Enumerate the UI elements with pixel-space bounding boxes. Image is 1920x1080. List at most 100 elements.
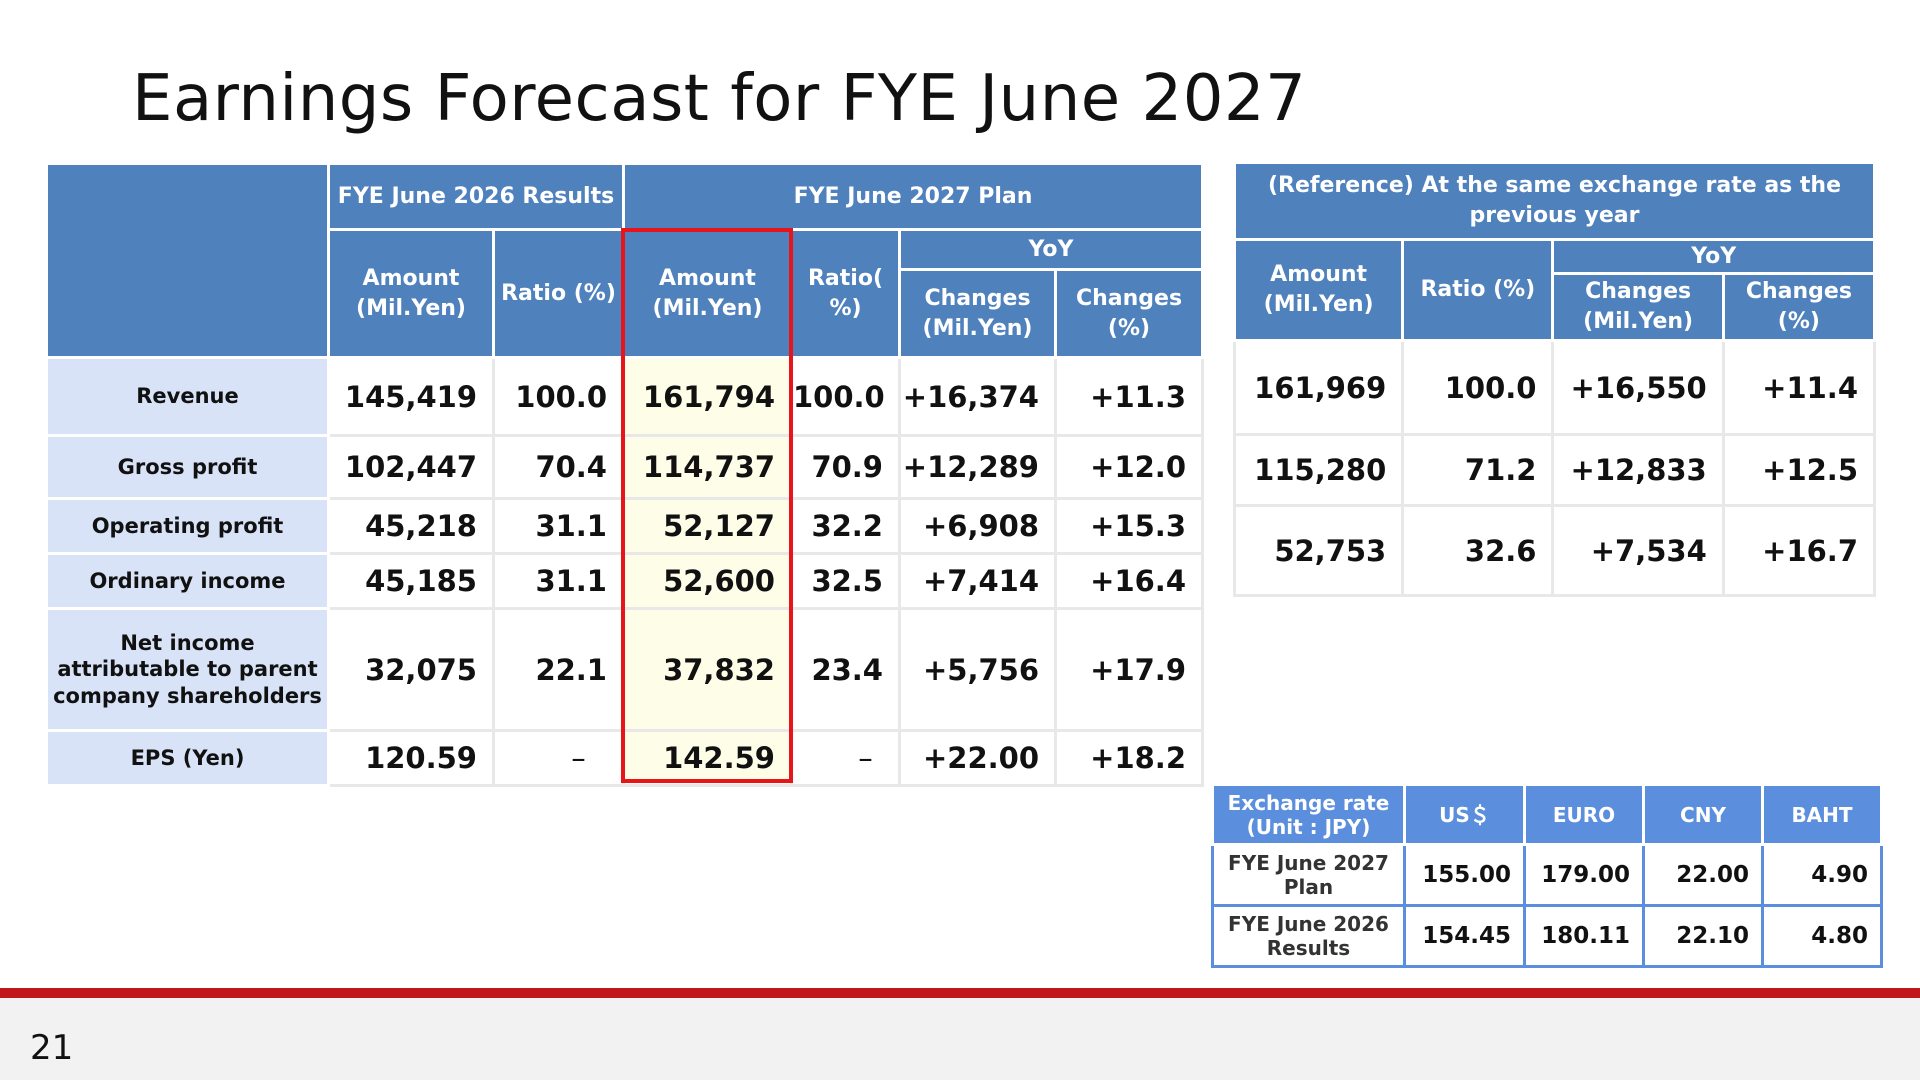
table-row: EPS (Yen) 120.59 – 142.59 – +22.00 +18.2 <box>45 729 1204 787</box>
plan-ratio-cell: 32.5 <box>790 552 901 610</box>
row-label: Revenue <box>45 356 330 437</box>
fx-value-cell: 154.45 <box>1403 904 1526 968</box>
table-row: Gross profit 102,447 70.4 114,737 70.9 +… <box>45 434 1204 500</box>
plan-amount-cell: 52,600 <box>622 552 793 610</box>
table-row: Revenue 145,419 100.0 161,794 100.0 +16,… <box>45 356 1204 437</box>
header-plan-amount: Amount (Mil.Yen) <box>622 228 793 359</box>
fx-currency-header: US＄ <box>1403 783 1526 846</box>
fx-currency-header: BAHT <box>1761 783 1883 846</box>
ref-header-changes-mil: Changes (Mil.Yen) <box>1551 272 1725 342</box>
table-row: FYE June 2026 Results 154.45 180.11 22.1… <box>1211 904 1883 968</box>
fx-currency-header: EURO <box>1523 783 1645 846</box>
reference-header: (Reference) At the same exchange rate as… <box>1233 161 1876 241</box>
changes-pct-cell: +11.3 <box>1054 356 1204 437</box>
results-amount-cell: 120.59 <box>327 729 495 787</box>
ref-header-yoy: YoY <box>1551 238 1876 275</box>
fx-value-cell: 22.10 <box>1642 904 1764 968</box>
fx-currency-header: CNY <box>1642 783 1764 846</box>
ref-changes-mil-cell: +16,550 <box>1551 339 1725 436</box>
results-amount-cell: 45,185 <box>327 552 495 610</box>
reference-exchange-rate-table: (Reference) At the same exchange rate as… <box>1232 161 1877 597</box>
results-amount-cell: 102,447 <box>327 434 495 500</box>
changes-mil-cell: +16,374 <box>898 356 1057 437</box>
fx-value-cell: 155.00 <box>1403 843 1526 907</box>
header-changes-mil: Changes (Mil.Yen) <box>898 268 1057 359</box>
plan-ratio-cell: – <box>790 729 901 787</box>
header-results-2026: FYE June 2026 Results <box>327 162 625 231</box>
row-label: Operating profit <box>45 497 330 555</box>
plan-ratio-cell: 70.9 <box>790 434 901 500</box>
table-row: Ordinary income 45,185 31.1 52,600 32.5 … <box>45 552 1204 610</box>
plan-amount-cell: 37,832 <box>622 607 793 732</box>
header-results-ratio: Ratio (%) <box>492 228 625 359</box>
ref-ratio-cell: 32.6 <box>1401 504 1555 597</box>
page-title: Earnings Forecast for FYE June 2027 <box>132 62 1307 136</box>
changes-pct-cell: +18.2 <box>1054 729 1204 787</box>
results-ratio-cell: 31.1 <box>492 552 625 610</box>
fx-value-cell: 22.00 <box>1642 843 1764 907</box>
ref-changes-pct-cell: +16.7 <box>1721 504 1877 597</box>
row-label: EPS (Yen) <box>45 729 330 787</box>
results-amount-cell: 32,075 <box>327 607 495 732</box>
ref-changes-mil-cell: +7,534 <box>1551 504 1725 597</box>
earnings-forecast-table: FYE June 2026 Results FYE June 2027 Plan… <box>45 162 1204 787</box>
results-ratio-cell: 100.0 <box>492 356 625 437</box>
plan-amount-cell: 142.59 <box>622 729 793 787</box>
changes-pct-cell: +16.4 <box>1054 552 1204 610</box>
ref-changes-pct-cell: +11.4 <box>1721 339 1877 436</box>
plan-amount-cell: 161,794 <box>622 356 793 437</box>
row-label: Net income attributable to parent compan… <box>45 607 330 732</box>
table-row: 115,280 71.2 +12,833 +12.5 <box>1232 433 1877 507</box>
results-ratio-cell: 31.1 <box>492 497 625 555</box>
fx-value-cell: 179.00 <box>1523 843 1645 907</box>
changes-mil-cell: +6,908 <box>898 497 1057 555</box>
ref-changes-pct-cell: +12.5 <box>1721 433 1877 507</box>
changes-pct-cell: +15.3 <box>1054 497 1204 555</box>
exchange-rate-table: Exchange rate (Unit : JPY) US＄ EURO CNY … <box>1211 783 1883 968</box>
header-plan-ratio: Ratio( %) <box>790 228 901 359</box>
header-results-amount: Amount (Mil.Yen) <box>327 228 495 359</box>
results-amount-cell: 145,419 <box>327 356 495 437</box>
table-row: Operating profit 45,218 31.1 52,127 32.2… <box>45 497 1204 555</box>
changes-mil-cell: +5,756 <box>898 607 1057 732</box>
results-ratio-cell: – <box>492 729 625 787</box>
fx-row-label: FYE June 2026 Results <box>1211 904 1406 968</box>
changes-pct-cell: +12.0 <box>1054 434 1204 500</box>
ref-amount-cell: 161,969 <box>1232 339 1405 436</box>
plan-ratio-cell: 32.2 <box>790 497 901 555</box>
fx-value-cell: 180.11 <box>1523 904 1645 968</box>
header-changes-pct: Changes (%) <box>1054 268 1204 359</box>
changes-mil-cell: +7,414 <box>898 552 1057 610</box>
ref-header-amount: Amount (Mil.Yen) <box>1232 238 1405 342</box>
plan-amount-cell: 52,127 <box>622 497 793 555</box>
ref-header-changes-pct: Changes (%) <box>1721 272 1877 342</box>
header-corner-cell <box>45 162 330 359</box>
row-label: Gross profit <box>45 434 330 500</box>
footer-divider <box>0 988 1920 998</box>
changes-pct-cell: +17.9 <box>1054 607 1204 732</box>
table-row: Net income attributable to parent compan… <box>45 607 1204 732</box>
plan-amount-cell: 114,737 <box>622 434 793 500</box>
fx-row-label: FYE June 2027 Plan <box>1211 843 1406 907</box>
fx-value-cell: 4.80 <box>1761 904 1883 968</box>
header-plan-2027: FYE June 2027 Plan <box>622 162 1204 231</box>
page-number: 21 <box>30 1028 74 1068</box>
plan-ratio-cell: 100.0 <box>790 356 901 437</box>
ref-amount-cell: 52,753 <box>1232 504 1405 597</box>
row-label: Ordinary income <box>45 552 330 610</box>
ref-ratio-cell: 71.2 <box>1401 433 1555 507</box>
fx-corner-header: Exchange rate (Unit : JPY) <box>1211 783 1406 846</box>
table-row: 161,969 100.0 +16,550 +11.4 <box>1232 339 1877 436</box>
ref-amount-cell: 115,280 <box>1232 433 1405 507</box>
header-yoy: YoY <box>898 228 1204 271</box>
ref-header-ratio: Ratio (%) <box>1401 238 1555 342</box>
changes-mil-cell: +22.00 <box>898 729 1057 787</box>
table-row: 52,753 32.6 +7,534 +16.7 <box>1232 504 1877 597</box>
table-row: FYE June 2027 Plan 155.00 179.00 22.00 4… <box>1211 843 1883 907</box>
results-ratio-cell: 22.1 <box>492 607 625 732</box>
results-ratio-cell: 70.4 <box>492 434 625 500</box>
results-amount-cell: 45,218 <box>327 497 495 555</box>
ref-ratio-cell: 100.0 <box>1401 339 1555 436</box>
changes-mil-cell: +12,289 <box>898 434 1057 500</box>
plan-ratio-cell: 23.4 <box>790 607 901 732</box>
